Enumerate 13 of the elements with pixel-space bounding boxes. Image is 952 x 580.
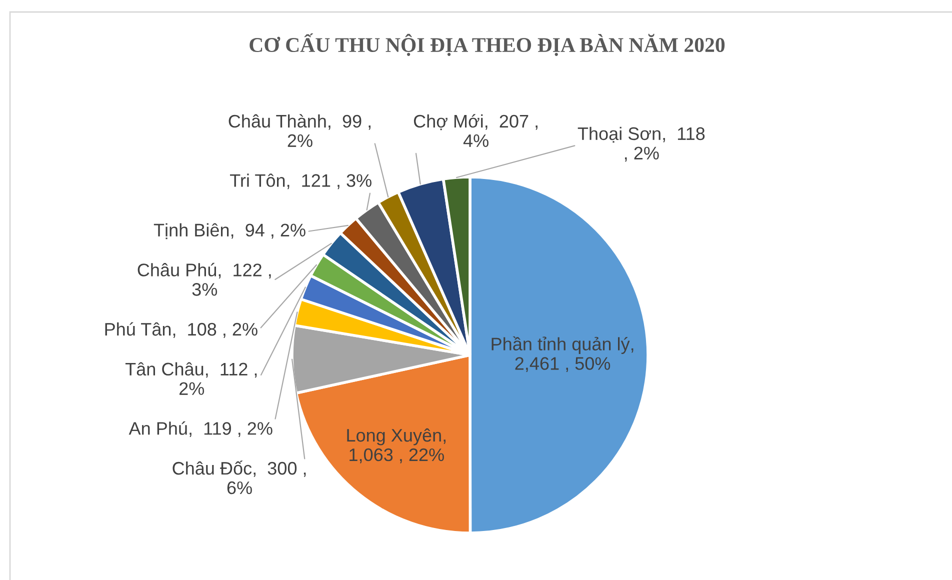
- slice-label: Tịnh Biên, 94 , 2%: [154, 223, 306, 240]
- slice-label: Châu Thành, 99 , 2%: [228, 114, 370, 147]
- slice-label: An Phú, 119 , 2%: [128, 421, 272, 437]
- slice-label: Phần tỉnh quản lý, 2,461 , 50%: [492, 336, 634, 372]
- chart-title: CƠ CẤU THU NỘI ĐỊA THEO ĐỊA BÀN NĂM 2020: [250, 33, 725, 56]
- slice-label: Tân Châu, 112 , 2%: [125, 362, 257, 395]
- slice-label: Thoại Sơn, 118 , 2%: [578, 126, 705, 162]
- slice-label: Châu Đốc, 300 , 6%: [172, 460, 306, 494]
- slice-label: Phú Tân, 108 , 2%: [105, 322, 258, 338]
- slice-label: Châu Phú, 122 , 3%: [138, 262, 271, 296]
- slice-label: Tri Tôn, 121 , 3%: [230, 174, 372, 190]
- slice-label: Long Xuyên, 1,063 , 22%: [347, 428, 446, 464]
- slice-label: Chợ Mới, 207 , 4%: [414, 114, 538, 147]
